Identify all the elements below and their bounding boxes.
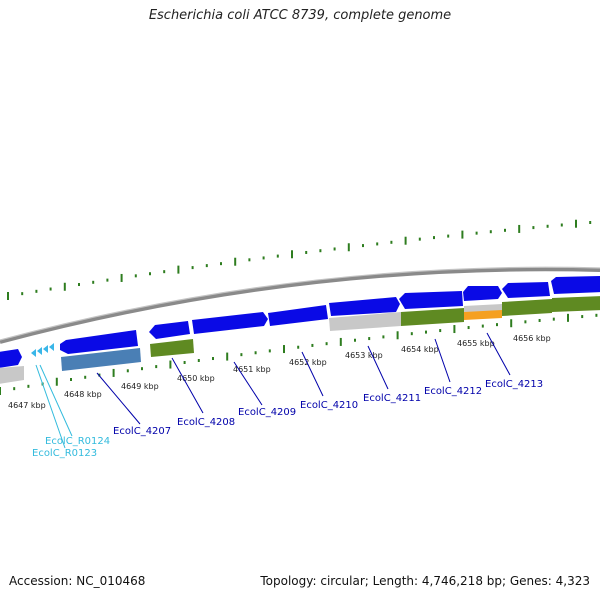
feature-bar[interactable] (329, 312, 401, 331)
gene-label[interactable]: EcolC_4213 (485, 379, 543, 390)
trna-arrow[interactable] (49, 343, 54, 351)
trna-arrow[interactable] (43, 345, 48, 353)
gene-label[interactable]: EcolC_4207 (113, 426, 171, 437)
rna-label[interactable]: EcolC_R0124 (45, 436, 110, 447)
trna-arrow[interactable] (31, 349, 36, 357)
kbp-label: 4656 kbp (513, 334, 551, 343)
feature-bar[interactable] (464, 310, 502, 320)
gene-label[interactable]: EcolC_4211 (363, 393, 421, 404)
kbp-label: 4648 kbp (64, 390, 102, 399)
feature-bars (0, 296, 600, 384)
trna-arrow[interactable] (37, 347, 42, 355)
cds-arrow[interactable] (149, 321, 190, 339)
outer-scale-ticks (7, 219, 592, 300)
cds-arrow[interactable] (329, 297, 400, 316)
kbp-label: 4647 kbp (8, 401, 46, 410)
cds-arrow[interactable] (268, 305, 328, 326)
cds-arrow[interactable] (399, 291, 463, 309)
cds-arrow[interactable] (551, 276, 600, 294)
inner-scale-ticks (0, 313, 598, 395)
kbp-label: 4649 kbp (121, 382, 159, 391)
gene-labels: EcolC_4207 EcolC_4208 EcolC_4209 EcolC_4… (32, 379, 543, 459)
kbp-label: 4652 kbp (289, 358, 327, 367)
rna-label[interactable]: EcolC_R0123 (32, 448, 97, 459)
genome-title: Escherichia coli ATCC 8739, complete gen… (148, 8, 452, 23)
feature-bar[interactable] (61, 348, 141, 371)
gene-label[interactable]: EcolC_4209 (238, 407, 296, 418)
feature-bar[interactable] (150, 339, 194, 357)
feature-bar[interactable] (401, 308, 464, 326)
feature-bar[interactable] (0, 366, 24, 384)
cds-arrow[interactable] (60, 330, 138, 354)
kbp-label: 4655 kbp (457, 339, 495, 348)
feature-bar[interactable] (502, 299, 552, 316)
cds-track (0, 276, 600, 368)
kbp-label: 4650 kbp (177, 374, 215, 383)
gene-label[interactable]: EcolC_4208 (177, 417, 235, 428)
gene-leader-lines (96, 332, 511, 425)
cds-arrow[interactable] (0, 349, 22, 368)
accession-text: Accession: NC_010468 (9, 574, 146, 588)
kbp-label: 4654 kbp (401, 345, 439, 354)
kbp-labels: 4647 kbp 4648 kbp 4649 kbp 4650 kbp 4651… (8, 334, 551, 410)
genome-backbone-arc (0, 267, 600, 344)
rna-leader-lines (35, 364, 73, 449)
cds-arrow[interactable] (463, 286, 502, 301)
cds-arrow[interactable] (192, 312, 268, 334)
kbp-label: 4653 kbp (345, 351, 383, 360)
gene-label[interactable]: EcolC_4210 (300, 400, 358, 411)
feature-bar[interactable] (552, 296, 600, 312)
gene-label[interactable]: EcolC_4212 (424, 386, 482, 397)
genome-summary-text: Topology: circular; Length: 4,746,218 bp… (260, 574, 590, 588)
cds-arrow[interactable] (502, 282, 550, 298)
kbp-label: 4651 kbp (233, 365, 271, 374)
